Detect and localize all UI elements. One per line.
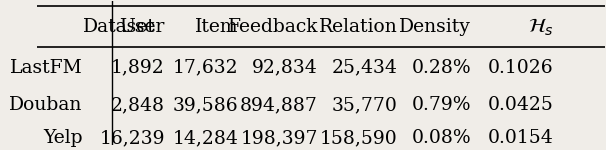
Text: LastFM: LastFM (10, 59, 82, 77)
Text: 0.1026: 0.1026 (488, 59, 553, 77)
Text: 0.08%: 0.08% (411, 129, 471, 147)
Text: 158,590: 158,590 (320, 129, 398, 147)
Text: User: User (119, 18, 165, 36)
Text: Douban: Douban (9, 96, 82, 114)
Text: 0.79%: 0.79% (411, 96, 471, 114)
Text: 92,834: 92,834 (252, 59, 318, 77)
Text: 0.0154: 0.0154 (488, 129, 553, 147)
Text: Feedback: Feedback (228, 18, 318, 36)
Text: 14,284: 14,284 (173, 129, 239, 147)
Text: Density: Density (399, 18, 471, 36)
Text: 39,586: 39,586 (173, 96, 239, 114)
Text: 16,239: 16,239 (99, 129, 165, 147)
Text: 35,770: 35,770 (331, 96, 398, 114)
Text: Relation: Relation (319, 18, 398, 36)
Text: 894,887: 894,887 (240, 96, 318, 114)
Text: 198,397: 198,397 (241, 129, 318, 147)
Text: Dataset: Dataset (82, 18, 155, 36)
Text: $\mathcal{H}_s$: $\mathcal{H}_s$ (528, 17, 553, 38)
Text: 2,848: 2,848 (111, 96, 165, 114)
Text: 17,632: 17,632 (173, 59, 239, 77)
Text: Yelp: Yelp (43, 129, 82, 147)
Text: 0.0425: 0.0425 (488, 96, 553, 114)
Text: 0.28%: 0.28% (411, 59, 471, 77)
Text: 1,892: 1,892 (111, 59, 165, 77)
Text: 25,434: 25,434 (331, 59, 398, 77)
Text: Item: Item (195, 18, 239, 36)
